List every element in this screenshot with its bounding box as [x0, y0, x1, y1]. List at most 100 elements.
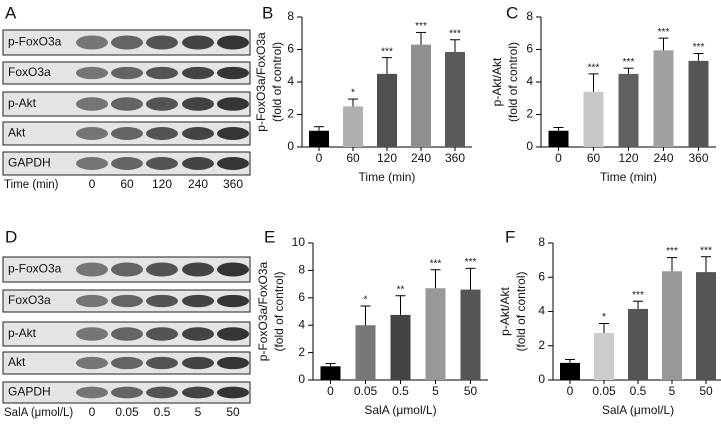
significance-label: *** [632, 290, 644, 301]
y-tick-label: 6 [538, 269, 545, 283]
y-tick-label: 10 [292, 235, 306, 249]
x-tick-label: 120 [618, 151, 638, 165]
y-axis-label: (fold of control) [270, 42, 284, 122]
y-tick-label: 0 [526, 139, 533, 153]
significance-label: *** [588, 63, 600, 74]
bar [688, 60, 709, 147]
y-tick-label: 2 [538, 338, 545, 352]
blot-band [146, 356, 178, 370]
blot-band [76, 294, 108, 308]
blot-row-label: GAPDH [8, 385, 51, 399]
significance-label: ** [397, 284, 405, 295]
y-tick-label: 6 [526, 42, 533, 56]
significance-label: *** [381, 46, 393, 57]
x-tick-label: 0 [316, 151, 323, 165]
blot-row-label: FoxO3a [8, 65, 51, 79]
significance-label: * [364, 295, 368, 306]
blot-row-label: p-Akt [8, 326, 37, 340]
panel-letter: D [5, 227, 17, 246]
bar [548, 130, 569, 147]
bar [560, 362, 580, 380]
blot-x-title: SalA (μmol/L) [4, 407, 73, 419]
blot-band [217, 97, 249, 111]
lane-label: 5 [195, 405, 202, 419]
bar [309, 130, 329, 147]
y-axis-label: p-Akt/Akt [498, 286, 512, 335]
blot-x-title: Time (min) [4, 179, 59, 191]
x-tick-label: 5 [669, 384, 676, 398]
blot-band [182, 97, 214, 111]
significance-label: *** [693, 42, 705, 53]
y-tick-label: 0 [287, 139, 294, 153]
blot-row-label: FoxO3a [8, 293, 51, 307]
blot-row-label: Akt [8, 126, 26, 140]
y-tick-label: 6 [287, 42, 294, 56]
blot-band [76, 97, 108, 111]
bar [594, 332, 614, 380]
y-tick-label: 6 [298, 290, 305, 304]
blot-band [182, 327, 214, 341]
panel-letter: E [264, 227, 275, 246]
blot-band [182, 66, 214, 80]
significance-label: *** [666, 246, 678, 257]
lane-label: 50 [226, 405, 240, 419]
bar [343, 106, 363, 147]
x-tick-label: 0 [327, 384, 334, 398]
panel-letter: F [505, 227, 515, 246]
significance-label: *** [465, 257, 477, 268]
x-tick-label: 0.5 [392, 384, 409, 398]
bar [445, 51, 465, 147]
lane-label: 60 [120, 177, 134, 191]
blot-band [217, 127, 249, 140]
blot-band [182, 356, 214, 370]
bar [390, 314, 411, 380]
significance-label: *** [415, 21, 427, 32]
y-tick-label: 4 [287, 74, 294, 88]
lane-label: 240 [188, 177, 208, 191]
bar [696, 272, 716, 380]
y-tick-label: 2 [287, 107, 294, 121]
blot-band [182, 127, 214, 140]
blot-band [146, 386, 178, 399]
x-tick-label: 0.05 [354, 384, 378, 398]
y-axis-label: (fold of control) [514, 271, 528, 351]
blot-band [111, 327, 143, 341]
x-tick-label: 240 [653, 151, 673, 165]
lane-label: 120 [152, 177, 172, 191]
blot-band [76, 262, 108, 277]
lane-label: 0 [89, 405, 96, 419]
bar [662, 271, 682, 380]
blot-band [182, 294, 214, 308]
significance-label: * [351, 88, 355, 99]
x-tick-label: 0.5 [630, 384, 647, 398]
y-tick-label: 8 [526, 9, 533, 23]
significance-label: *** [700, 245, 712, 256]
bar [377, 73, 397, 147]
blot-band [217, 35, 249, 50]
blot-band [111, 386, 143, 399]
blot-band [217, 327, 249, 341]
y-tick-label: 4 [298, 317, 305, 331]
y-axis-label: p-FoxO3a/FoxO3a [254, 32, 268, 132]
blot-band [76, 35, 108, 50]
blot-row-label: p-FoxO3a [8, 35, 62, 49]
y-axis-label: (fold of control) [506, 42, 520, 122]
bar [583, 91, 604, 147]
blot-band [146, 127, 178, 140]
blot-band [217, 262, 249, 277]
y-axis-label: (fold of control) [272, 271, 286, 351]
blot-band [146, 35, 178, 50]
x-tick-label: 240 [411, 151, 431, 165]
blot-band [217, 356, 249, 370]
blot-band [182, 157, 214, 170]
x-tick-label: 0 [567, 384, 574, 398]
significance-label: *** [658, 27, 670, 38]
blot-band [146, 294, 178, 308]
y-axis-label: p-Akt/Akt [490, 57, 504, 106]
blot-band [76, 127, 108, 140]
y-tick-label: 8 [287, 9, 294, 23]
blot-band [76, 66, 108, 80]
y-tick-label: 2 [298, 345, 305, 359]
blot-band [217, 294, 249, 308]
